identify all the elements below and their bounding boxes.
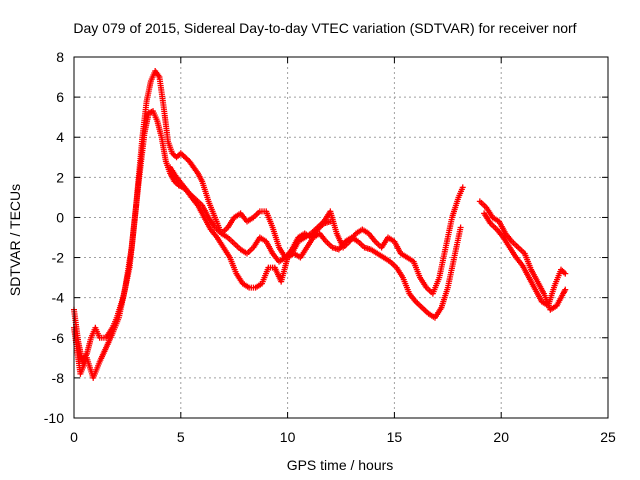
series-track-upper	[71, 68, 466, 365]
y-tick-label: 8	[56, 49, 64, 65]
series-track-late	[476, 198, 569, 313]
y-tick-label: -2	[52, 250, 65, 266]
x-tick-label: 15	[387, 429, 403, 445]
data-point	[457, 224, 464, 231]
x-tick-label: 20	[493, 429, 509, 445]
y-tick-label: 0	[56, 209, 64, 225]
y-tick-label: -10	[44, 410, 64, 426]
y-axis-label: SDTVAR / TECUs	[7, 184, 23, 296]
y-tick-label: -8	[52, 370, 65, 386]
chart-title: Day 079 of 2015, Sidereal Day-to-day VTE…	[73, 20, 576, 36]
x-axis-label: GPS time / hours	[287, 457, 394, 473]
series-track-late-2	[481, 210, 569, 309]
x-tick-label: 10	[280, 429, 296, 445]
plot-area	[71, 68, 569, 381]
axis-ticks: 0 5 10 15 20 25 -10 -8 -6 -4 -2 0 2 4 6 8	[44, 49, 616, 445]
y-tick-label: -4	[52, 290, 65, 306]
plot-frame	[73, 56, 609, 419]
y-tick-label: 6	[56, 89, 64, 105]
data-point	[459, 184, 466, 191]
data-point	[327, 218, 334, 225]
data-point	[562, 270, 569, 277]
data-point	[561, 287, 568, 294]
data-point	[562, 286, 569, 293]
series-track-middle	[167, 164, 334, 265]
y-tick-label: 4	[56, 129, 64, 145]
x-tick-label: 5	[177, 429, 185, 445]
x-tick-label: 0	[70, 429, 78, 445]
x-tick-label: 25	[600, 429, 616, 445]
y-tick-label: -6	[52, 330, 65, 346]
y-tick-label: 2	[56, 169, 64, 185]
